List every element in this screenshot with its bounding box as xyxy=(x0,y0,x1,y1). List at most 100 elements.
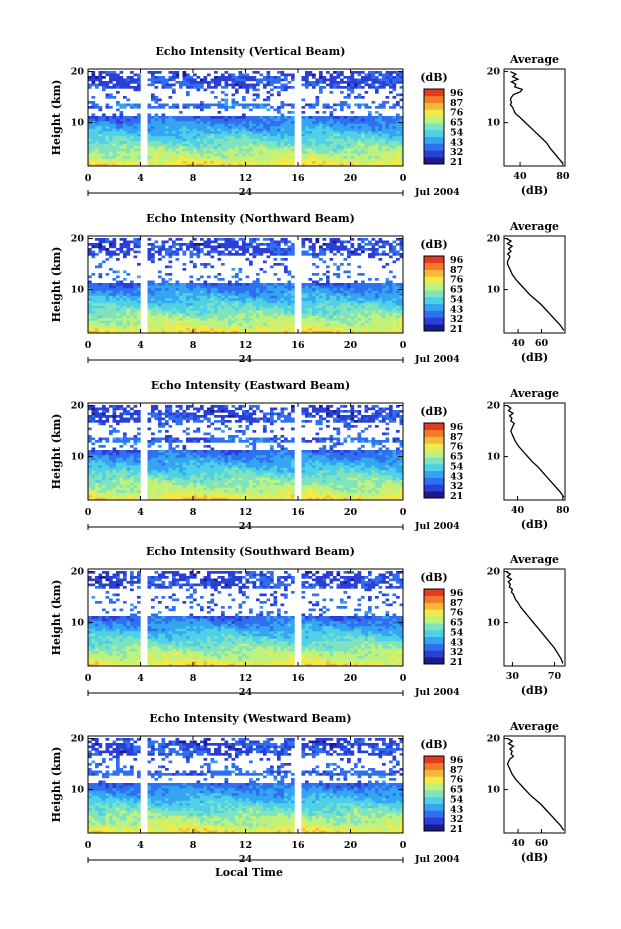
heatmap-cell xyxy=(217,121,222,124)
heatmap-cell xyxy=(343,136,348,139)
heatmap-cell xyxy=(336,310,341,314)
x-tick-label: 20 xyxy=(344,173,358,184)
heatmap-cell xyxy=(280,71,285,74)
heatmap-cell xyxy=(336,315,341,319)
heatmap-cell xyxy=(263,320,267,324)
heatmap-cell xyxy=(399,308,404,311)
heatmap-cell xyxy=(196,250,201,254)
heatmap-cell xyxy=(326,298,330,301)
heatmap-cell xyxy=(95,106,99,109)
heatmap-cell xyxy=(354,295,358,299)
heatmap-cell xyxy=(175,250,180,254)
heatmap-cell xyxy=(235,495,239,498)
heatmap-cell xyxy=(371,303,376,306)
heatmap-cell xyxy=(231,298,236,301)
heatmap-cell xyxy=(273,123,278,127)
heatmap-cell xyxy=(389,136,393,139)
heatmap-cell xyxy=(112,138,117,142)
heatmap-cell xyxy=(231,315,236,319)
heatmap-cell xyxy=(280,285,285,289)
heatmap-cell xyxy=(116,141,120,144)
heatmap-cell xyxy=(322,126,327,129)
heatmap-cell xyxy=(133,293,138,296)
heatmap-cell xyxy=(347,103,351,107)
heatmap-cell xyxy=(224,238,229,241)
heatmap-cell xyxy=(364,290,369,294)
heatmap-cell xyxy=(217,320,222,324)
heatmap-cell xyxy=(168,133,173,137)
heatmap-cell xyxy=(238,268,243,271)
heatmap-cell xyxy=(263,308,267,311)
heatmap-cell xyxy=(102,151,106,154)
heatmap-cell xyxy=(165,153,169,157)
heatmap-cell xyxy=(364,497,369,501)
heatmap-cell xyxy=(354,148,358,152)
heatmap-cell xyxy=(210,495,215,498)
heatmap-cell xyxy=(361,126,365,129)
heatmap-cell xyxy=(252,136,257,139)
heatmap-cell xyxy=(389,300,393,304)
heatmap-cell xyxy=(245,151,250,154)
heatmap-cell xyxy=(196,320,201,324)
heatmap-cell xyxy=(196,156,201,159)
heatmap-cell xyxy=(277,495,281,498)
heatmap-cell xyxy=(175,497,180,501)
heatmap-cell xyxy=(147,325,152,329)
heatmap-cell xyxy=(389,283,393,286)
heatmap-cell xyxy=(389,255,393,259)
heatmap-cell xyxy=(123,240,127,244)
heatmap-cell xyxy=(256,308,260,311)
heatmap-cell xyxy=(165,151,169,154)
heatmap-cell xyxy=(147,151,152,154)
heatmap-cell xyxy=(270,283,274,286)
heatmap-cell xyxy=(319,71,323,74)
heatmap-cell xyxy=(228,280,232,284)
heatmap-cell xyxy=(263,293,267,296)
heatmap-cell xyxy=(357,116,362,119)
heatmap-cell xyxy=(343,303,348,306)
heatmap-cell xyxy=(235,308,239,311)
heatmap-cell xyxy=(179,330,183,334)
heatmap-cell xyxy=(242,131,246,134)
heatmap-cell xyxy=(242,153,246,157)
heatmap-cell xyxy=(109,298,113,301)
heatmap-cell xyxy=(354,163,358,167)
heatmap-cell xyxy=(305,86,309,89)
heatmap-cell xyxy=(147,161,152,164)
heatmap-cell xyxy=(224,108,229,112)
heatmap-cell xyxy=(270,293,274,296)
heatmap-cell xyxy=(147,141,152,144)
heatmap-cell xyxy=(228,128,232,132)
heatmap-cell xyxy=(137,78,141,82)
heatmap-cell xyxy=(224,497,229,501)
heatmap-cell xyxy=(319,308,323,311)
heatmap-cell xyxy=(389,161,393,164)
heatmap-cell xyxy=(186,308,190,311)
heatmap-cell xyxy=(130,153,134,157)
heatmap-cell xyxy=(392,81,397,84)
heatmap-cell xyxy=(396,285,400,289)
heatmap-cell xyxy=(252,300,257,304)
heatmap-cell xyxy=(266,76,271,79)
heatmap-cell xyxy=(354,250,358,254)
heatmap-cell xyxy=(312,315,316,319)
heatmap-cell xyxy=(347,308,351,311)
heatmap-cell xyxy=(137,320,141,324)
heatmap-cell xyxy=(350,318,355,321)
heatmap-cell xyxy=(235,153,239,157)
heatmap-cell xyxy=(249,295,253,299)
heatmap-cell xyxy=(336,163,341,167)
heatmap-cell xyxy=(389,308,393,311)
heatmap-cell xyxy=(228,238,232,241)
heatmap-cell xyxy=(354,116,358,119)
heatmap-cell xyxy=(158,136,162,139)
heatmap-cell xyxy=(200,133,204,137)
heatmap-cell xyxy=(203,298,208,301)
heatmap-cell xyxy=(361,121,365,124)
heatmap-cell xyxy=(98,76,103,79)
profile-y-tick-label: 20 xyxy=(487,234,501,245)
heatmap-cell xyxy=(375,308,379,311)
heatmap-cell xyxy=(252,153,257,157)
heatmap-cell xyxy=(357,148,362,152)
heatmap-cell xyxy=(305,121,309,124)
